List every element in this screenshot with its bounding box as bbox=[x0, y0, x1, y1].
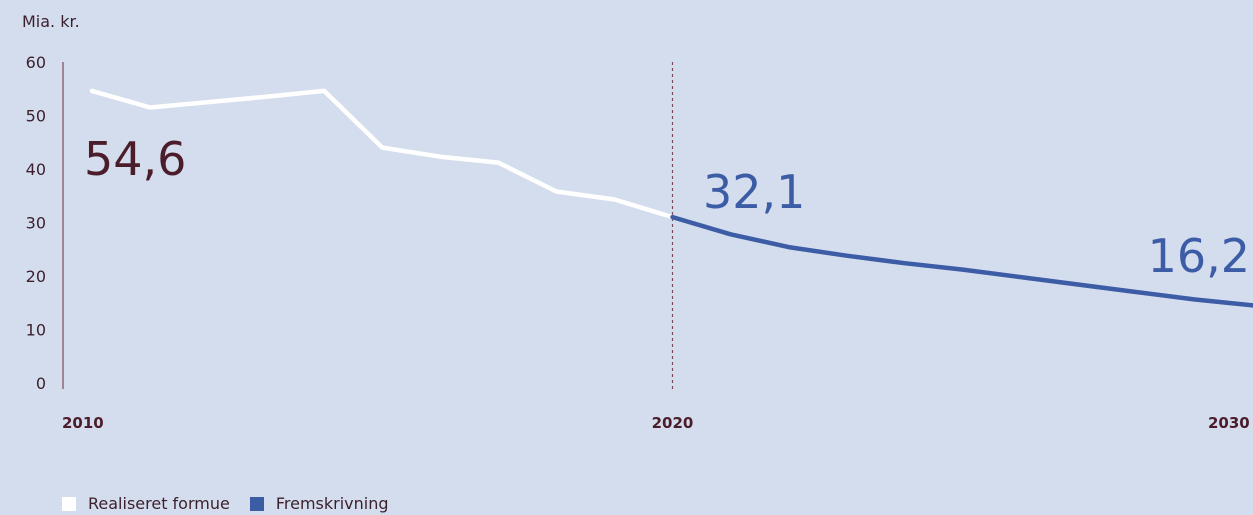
x-tick-label: 2020 bbox=[652, 414, 694, 432]
y-axis-unit-label: Mia. kr. bbox=[22, 12, 80, 31]
y-tick-label: 10 bbox=[26, 321, 46, 340]
series-line-realiseret bbox=[89, 88, 675, 220]
y-tick-label: 20 bbox=[26, 267, 46, 286]
legend-swatch-realiseret bbox=[62, 496, 76, 511]
legend-label-fremskrivning: Fremskrivning bbox=[275, 494, 389, 513]
x-tick-label: 2030 bbox=[1208, 414, 1250, 432]
y-tick-label: 0 bbox=[36, 374, 46, 393]
y-tick-label: 50 bbox=[26, 107, 46, 126]
y-tick-label: 60 bbox=[26, 53, 46, 72]
legend-item-fremskrivning: Fremskrivning bbox=[249, 494, 389, 513]
series-line-fremskrivning bbox=[670, 214, 1253, 308]
legend-label-realiseret: Realiseret formue bbox=[88, 494, 230, 513]
value-annotation: 16,2 bbox=[1148, 229, 1250, 283]
legend-swatch-fremskrivning bbox=[249, 496, 264, 511]
value-annotation: 32,1 bbox=[703, 165, 805, 219]
value-annotation: 54,6 bbox=[84, 132, 186, 186]
chart-legend: Realiseret formue Fremskrivning bbox=[62, 494, 409, 513]
x-tick-label: 2010 bbox=[62, 414, 104, 432]
y-tick-label: 30 bbox=[26, 214, 46, 233]
legend-item-realiseret: Realiseret formue bbox=[62, 494, 230, 513]
y-tick-label: 40 bbox=[26, 160, 46, 179]
